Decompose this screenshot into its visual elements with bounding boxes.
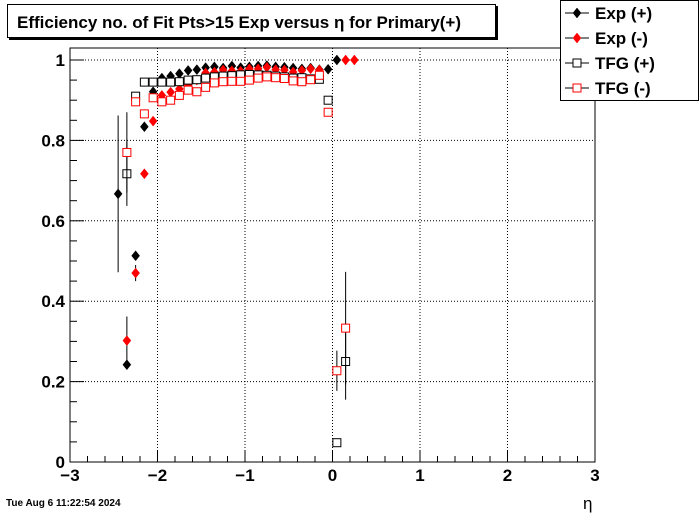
legend-marker — [572, 7, 582, 19]
data-point — [209, 78, 219, 88]
y-tick-label: 1 — [56, 51, 65, 70]
data-point — [341, 323, 351, 333]
x-tick-label: 3 — [590, 466, 599, 485]
data-point — [139, 77, 149, 87]
data-point — [332, 438, 342, 448]
data-point — [157, 77, 167, 87]
data-point — [140, 121, 149, 133]
data-point — [140, 168, 149, 180]
data-points — [113, 54, 359, 448]
data-point — [174, 77, 184, 87]
legend-label: Exp (+) — [595, 4, 652, 23]
data-point — [288, 76, 298, 86]
data-point — [271, 73, 281, 83]
data-point — [122, 147, 132, 157]
timestamp: Tue Aug 6 11:22:54 2024 — [6, 498, 121, 509]
data-point — [131, 250, 140, 262]
data-point — [201, 73, 211, 83]
grid-lines — [70, 48, 595, 462]
data-point — [183, 75, 193, 85]
legend-label: TFG (-) — [595, 79, 651, 98]
data-point — [131, 97, 141, 107]
data-point — [174, 90, 184, 100]
data-point — [201, 82, 211, 92]
data-point — [236, 76, 246, 86]
data-point — [323, 63, 333, 75]
chart-title-box: Efficiency no. of Fit Pts>15 Exp versus … — [7, 4, 496, 38]
legend-entries: Exp (+) Exp (-) TFG (+) TFG (-) — [565, 4, 655, 98]
y-tick-label: 0.8 — [41, 131, 65, 150]
data-point — [314, 70, 324, 80]
data-point — [192, 87, 202, 97]
x-tick-label: −3 — [60, 466, 79, 485]
data-point — [279, 73, 289, 83]
x-tick-label: 1 — [415, 466, 424, 485]
legend-label: TFG (+) — [595, 54, 655, 73]
x-axis-label: η — [583, 494, 593, 513]
data-point — [148, 115, 158, 127]
data-point — [262, 72, 272, 82]
x-tick-label: −2 — [148, 466, 167, 485]
data-point — [183, 85, 193, 95]
data-point — [244, 75, 254, 85]
data-point — [166, 77, 176, 87]
y-tick-label: 0.6 — [41, 212, 65, 231]
data-point — [306, 75, 316, 85]
legend-marker — [572, 58, 582, 68]
data-point — [122, 335, 132, 346]
data-point — [323, 95, 333, 105]
x-tick-label: −1 — [235, 466, 254, 485]
y-tick-label: 0.4 — [41, 292, 65, 311]
legend: Exp (+) Exp (-) TFG (+) TFG (-) — [560, 0, 699, 101]
legend-marker — [572, 83, 582, 93]
x-tick-label: 2 — [503, 466, 512, 485]
legend-label: Exp (-) — [595, 29, 648, 48]
data-point — [253, 73, 263, 83]
data-point — [306, 63, 315, 75]
y-tick-label: 0 — [56, 453, 65, 472]
data-point — [297, 77, 307, 87]
data-point — [157, 97, 167, 107]
chart-title: Efficiency no. of Fit Pts>15 Exp versus … — [17, 13, 462, 32]
data-point — [218, 77, 228, 87]
data-point — [148, 93, 158, 103]
axes: −3 −2 −1 0 1 2 3 0 0.2 0.4 0.6 0.8 1 — [41, 48, 600, 485]
series-tfg- — [122, 70, 351, 391]
data-point — [192, 75, 202, 85]
data-point — [323, 107, 333, 117]
data-point — [113, 188, 123, 200]
data-point — [332, 366, 342, 376]
data-point — [332, 54, 342, 66]
data-point — [192, 64, 202, 76]
data-point — [227, 76, 237, 86]
legend-marker — [572, 32, 582, 44]
data-point — [166, 95, 176, 105]
data-point — [131, 267, 140, 279]
x-tick-label: 0 — [328, 466, 337, 485]
data-point — [148, 77, 158, 87]
y-tick-label: 0.2 — [41, 373, 65, 392]
data-point — [139, 109, 149, 119]
data-point — [350, 54, 359, 66]
data-point — [183, 65, 193, 76]
data-point — [341, 54, 350, 66]
